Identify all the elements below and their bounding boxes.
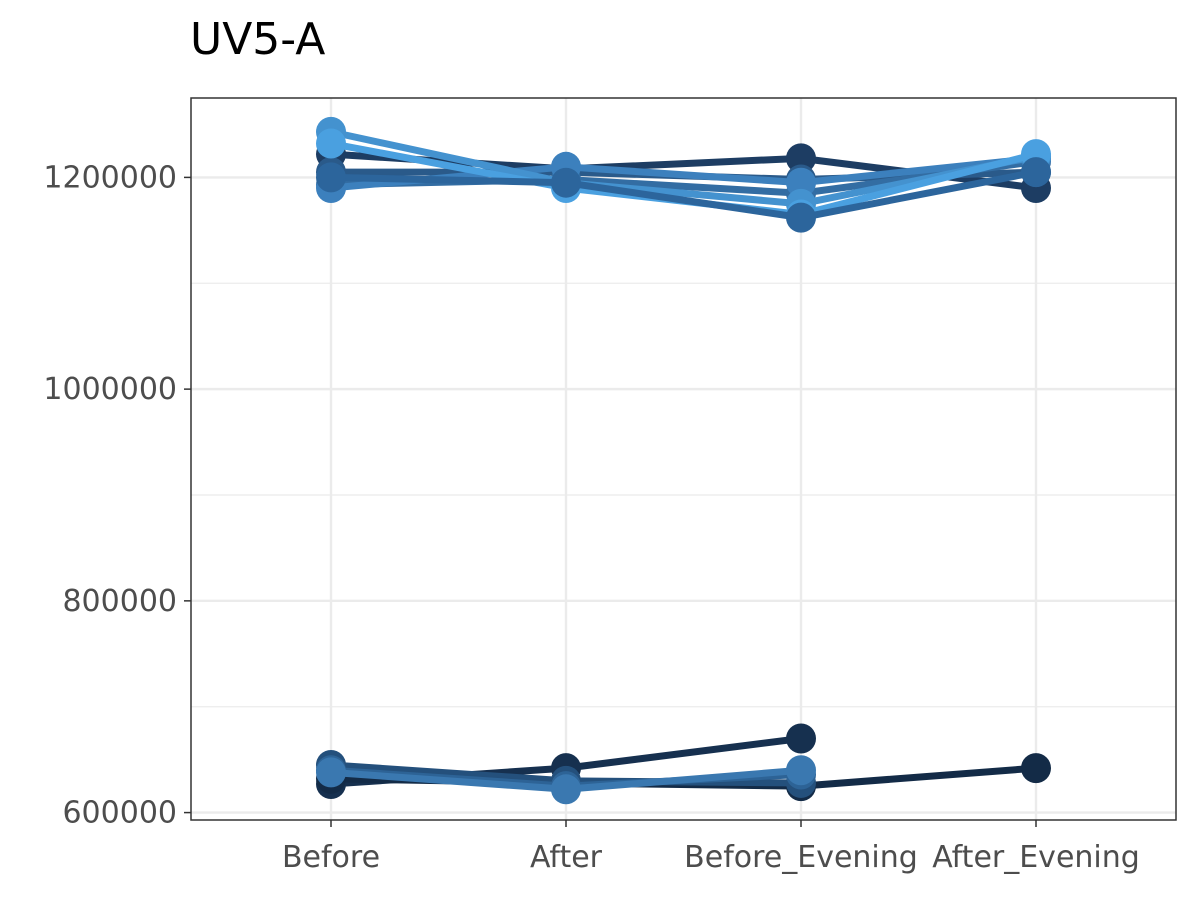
data-point bbox=[1021, 753, 1051, 784]
series-7 bbox=[316, 157, 1051, 233]
x-tick-label: Before_Evening bbox=[684, 840, 918, 875]
data-point bbox=[786, 167, 816, 198]
chart-title: UV5-A bbox=[190, 14, 326, 65]
data-point bbox=[316, 128, 346, 159]
y-tick-label: 1000000 bbox=[43, 372, 177, 407]
data-point bbox=[316, 162, 346, 193]
x-tick-label: Before bbox=[282, 840, 380, 875]
data-point bbox=[786, 755, 816, 786]
x-tick-label: After bbox=[530, 840, 603, 875]
data-point bbox=[1021, 157, 1051, 188]
data-point bbox=[316, 757, 346, 788]
data-point bbox=[551, 774, 581, 805]
data-point bbox=[786, 202, 816, 233]
y-tick-label: 600000 bbox=[62, 796, 177, 831]
y-tick-label: 1200000 bbox=[43, 160, 177, 195]
data-point bbox=[551, 167, 581, 198]
panel-border bbox=[190, 97, 1177, 821]
series-line bbox=[330, 128, 1037, 208]
series-line bbox=[330, 168, 1037, 222]
data-point bbox=[786, 143, 816, 174]
axes: 600000 800000 1000000 1200000 Before After Bef… bbox=[43, 160, 1139, 875]
series-layer bbox=[316, 116, 1051, 805]
data-point bbox=[786, 723, 816, 754]
grid bbox=[191, 98, 1176, 820]
y-tick-label: 800000 bbox=[62, 584, 177, 619]
series-12 bbox=[316, 755, 816, 805]
x-tick-label: After_Evening bbox=[932, 840, 1140, 875]
